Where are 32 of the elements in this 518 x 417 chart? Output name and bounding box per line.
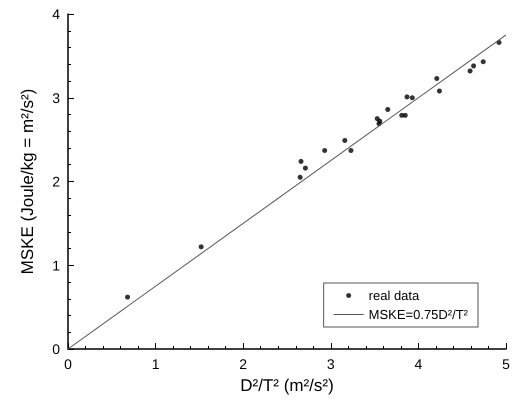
point [480, 59, 486, 64]
point [125, 294, 130, 300]
point [468, 68, 473, 74]
y-tick-label: 0 [52, 341, 60, 357]
x-tick-label: 2 [239, 356, 248, 372]
legend-label: MSKE=0.75D²/T² [368, 307, 469, 322]
point [302, 166, 308, 171]
y-tick-label: 2 [52, 174, 60, 190]
x-axis-title: D²/T² (m²/s²) [240, 376, 334, 395]
point [298, 158, 304, 164]
point [198, 244, 204, 250]
y-tick-label: 1 [52, 257, 60, 274]
point [404, 94, 410, 100]
point [434, 76, 440, 81]
x-tick-label: 0 [64, 356, 72, 372]
x-tick-label: 5 [502, 356, 510, 372]
point [298, 174, 303, 180]
x-tick-label: 1 [152, 356, 160, 372]
point [348, 148, 354, 154]
point [471, 63, 476, 68]
x-tick-label: 3 [326, 356, 335, 372]
point [410, 95, 415, 100]
point [342, 138, 348, 143]
point [322, 148, 328, 154]
y-tick-label: 3 [52, 90, 60, 106]
y-axis-title: MSKE (Joule/kg = m²/s²) [18, 88, 37, 274]
point [436, 88, 442, 94]
point [385, 106, 390, 112]
point [402, 112, 408, 118]
legend-label: real data [368, 288, 420, 303]
y-tick-label: 4 [52, 6, 60, 22]
x-tick-label: 4 [414, 356, 422, 372]
